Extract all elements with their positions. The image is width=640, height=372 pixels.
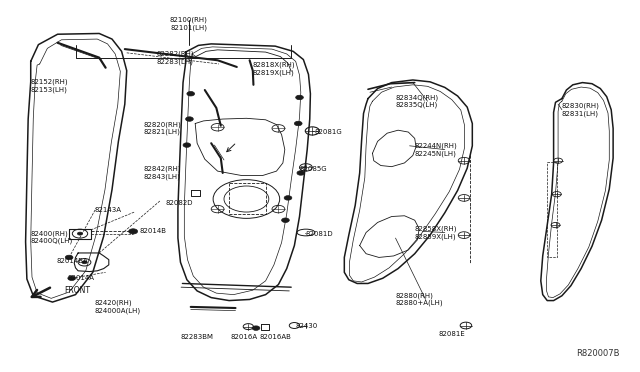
Circle shape — [296, 95, 303, 100]
Text: 82014B: 82014B — [140, 228, 166, 234]
Text: 82244N(RH)
82245N(LH): 82244N(RH) 82245N(LH) — [415, 142, 458, 157]
Text: 82082D: 82082D — [165, 200, 193, 206]
Text: 82014A: 82014A — [67, 275, 94, 281]
Text: R820007B: R820007B — [576, 349, 620, 358]
Text: 82820(RH)
82821(LH): 82820(RH) 82821(LH) — [144, 121, 182, 135]
Text: FRONT: FRONT — [64, 286, 90, 295]
Text: 82842(RH)
82843(LH): 82842(RH) 82843(LH) — [144, 166, 182, 180]
Text: 82085G: 82085G — [300, 166, 327, 172]
Text: 82081E: 82081E — [438, 331, 465, 337]
Text: 82858X(RH)
82859X(LH): 82858X(RH) 82859X(LH) — [415, 225, 457, 240]
Text: 82880(RH)
82880+A(LH): 82880(RH) 82880+A(LH) — [396, 292, 443, 307]
Circle shape — [294, 121, 302, 126]
Circle shape — [282, 218, 289, 222]
Text: 82016A: 82016A — [230, 334, 257, 340]
Text: 82100(RH)
82101(LH): 82100(RH) 82101(LH) — [170, 17, 208, 31]
Circle shape — [129, 229, 138, 234]
Circle shape — [65, 255, 73, 260]
Text: 82818X(RH)
82819X(LH): 82818X(RH) 82819X(LH) — [253, 62, 296, 76]
Text: 82830(RH)
82831(LH): 82830(RH) 82831(LH) — [562, 103, 600, 117]
Circle shape — [297, 171, 305, 175]
Circle shape — [187, 92, 195, 96]
Text: 82282(RH)
82283(LH): 82282(RH) 82283(LH) — [157, 51, 195, 65]
Circle shape — [82, 261, 87, 264]
Text: 82016AB: 82016AB — [259, 334, 291, 340]
Circle shape — [252, 326, 260, 330]
Text: 82081D: 82081D — [306, 231, 333, 237]
Circle shape — [77, 232, 83, 235]
Text: 82400(RH)
82400Q(LH): 82400(RH) 82400Q(LH) — [31, 230, 73, 244]
Text: 82081G: 82081G — [315, 129, 342, 135]
Text: 82283BM: 82283BM — [180, 334, 214, 340]
Text: 82014BA: 82014BA — [56, 258, 88, 264]
Circle shape — [284, 196, 292, 200]
Text: 82430: 82430 — [296, 323, 318, 328]
Circle shape — [186, 117, 193, 121]
Text: 82152(RH)
82153(LH): 82152(RH) 82153(LH) — [31, 78, 68, 93]
Circle shape — [183, 143, 191, 147]
Text: 82420(RH)
824000A(LH): 82420(RH) 824000A(LH) — [95, 300, 141, 314]
Text: 82834Q(RH)
82835Q(LH): 82834Q(RH) 82835Q(LH) — [396, 94, 438, 108]
Circle shape — [68, 276, 76, 280]
Text: 82143A: 82143A — [95, 207, 122, 213]
